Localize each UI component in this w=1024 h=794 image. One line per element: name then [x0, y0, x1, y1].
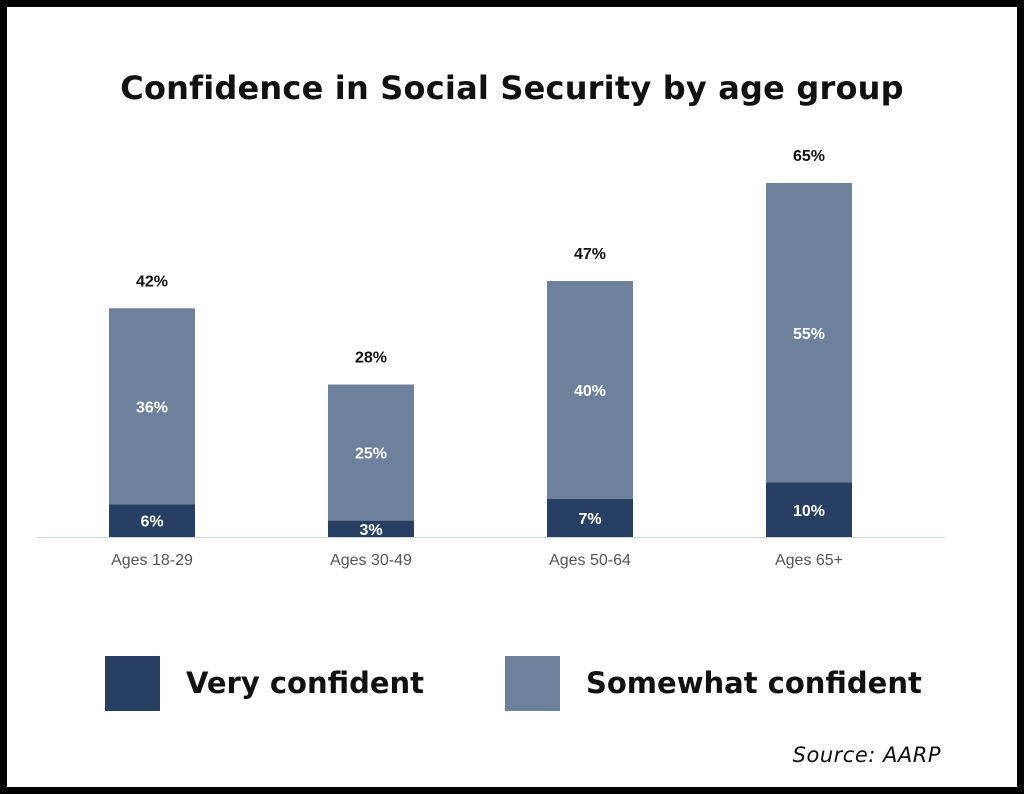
stacked-bar-chart: 6% 36% 42% Ages 18-29 3% 25% 28% Ages 30-49 7% 40… [37, 148, 945, 569]
x-tick-label-1: Ages 18-29 [111, 552, 193, 569]
bar-very-2 [328, 520, 414, 537]
data-label-total-3: 47% [574, 246, 606, 263]
data-label-somewhat-3: 40% [574, 383, 606, 400]
data-label-very-3: 7% [578, 511, 601, 528]
data-label-very-4: 10% [793, 503, 825, 520]
legend-label-somewhat-confident: Somewhat confident [586, 666, 922, 700]
chart-title: Confidence in Social Security by age gro… [120, 69, 904, 107]
data-label-total-2: 28% [355, 350, 387, 367]
data-label-somewhat-2: 25% [355, 446, 387, 463]
legend: Very confident Somewhat confident [7, 647, 1017, 737]
data-label-total-4: 65% [793, 148, 825, 165]
data-label-total-1: 42% [136, 273, 168, 290]
legend-label-very-confident: Very confident [186, 666, 425, 700]
legend-swatch-somewhat-confident [505, 655, 560, 711]
x-tick-label-4: Ages 65+ [775, 552, 843, 569]
bar-somewhat-4 [766, 183, 852, 483]
bar-very-4 [766, 482, 852, 537]
source-note: Source: AARP [792, 743, 941, 767]
bar-somewhat-3 [547, 281, 633, 499]
bar-somewhat-1 [109, 308, 195, 505]
x-tick-label-3: Ages 50-64 [549, 552, 631, 569]
legend-item-somewhat-confident: Somewhat confident [505, 655, 922, 711]
legend-swatch-very-confident [105, 655, 160, 711]
data-label-very-1: 6% [140, 514, 163, 531]
bar-very-1 [109, 504, 195, 537]
bar-somewhat-2 [328, 384, 414, 521]
legend-item-very-confident: Very confident [105, 655, 424, 711]
data-label-somewhat-4: 55% [793, 326, 825, 343]
data-label-somewhat-1: 36% [136, 399, 168, 416]
bar-very-3 [547, 498, 633, 537]
x-tick-label-2: Ages 30-49 [330, 552, 412, 569]
data-label-very-2: 3% [359, 522, 382, 539]
